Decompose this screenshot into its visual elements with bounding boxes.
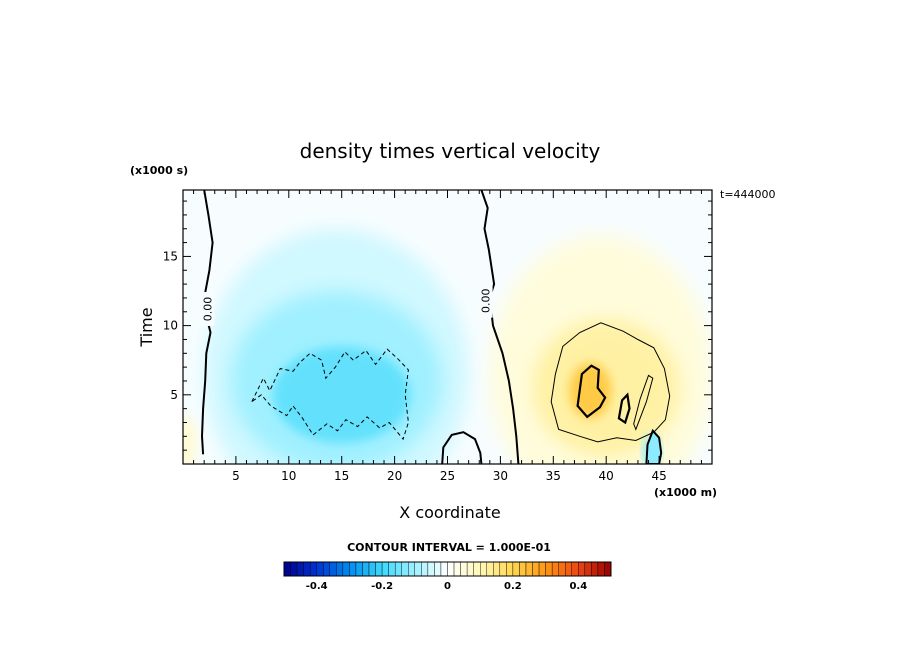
colorbar-cell xyxy=(480,561,487,577)
colorbar-cell xyxy=(440,561,448,577)
y-units-label: (x1000 s) xyxy=(130,164,188,177)
chart-title: density times vertical velocity xyxy=(300,139,601,163)
positive-contour-0.1 xyxy=(550,322,671,443)
colorbar-cell xyxy=(584,561,592,577)
x-tick-label: 45 xyxy=(651,469,666,483)
positive-contour-0.2-strip xyxy=(617,392,631,425)
colorbar-cell xyxy=(381,561,389,577)
colorbar-cell xyxy=(368,561,376,577)
colorbar-cell xyxy=(525,561,533,577)
zero-contour-label: 0.00 xyxy=(201,297,214,322)
colorbar-tick-label: -0.4 xyxy=(306,581,328,592)
colorbar-cell xyxy=(473,561,481,577)
negative-pocket-contour xyxy=(645,428,663,464)
colorbar-cell xyxy=(565,561,572,577)
colorbar-cell xyxy=(329,561,337,577)
colorbar-cell xyxy=(323,561,330,577)
colorbar-cell xyxy=(388,561,396,577)
x-tick-label: 40 xyxy=(599,469,614,483)
colorbar-tick-label: 0.4 xyxy=(569,581,587,592)
field-shading-5 xyxy=(569,362,612,419)
colorbar-cell xyxy=(309,561,317,577)
colorbar-cell xyxy=(460,561,468,577)
x-axis-label: X coordinate xyxy=(399,503,500,522)
colorbar-cell xyxy=(414,561,422,577)
colorbar-tick-label: -0.2 xyxy=(371,581,393,592)
y-tick-label: 5 xyxy=(170,388,178,402)
colorbar-cell xyxy=(538,561,546,577)
colorbar-cell xyxy=(499,561,507,577)
colorbar-cell xyxy=(283,561,291,577)
colorbar-cell xyxy=(551,561,559,577)
colorbar-frame xyxy=(283,561,612,577)
x-tick-label: 35 xyxy=(546,469,561,483)
colorbar-cell xyxy=(604,561,612,577)
field-shading-7 xyxy=(183,415,197,464)
colorbar-cell xyxy=(355,561,363,577)
time-annotation: t=444000 xyxy=(720,188,776,201)
positive-contour-0.1-strip xyxy=(633,374,654,431)
x-tick-label: 15 xyxy=(334,469,349,483)
colorbar-cell xyxy=(532,561,540,577)
colorbar-cell xyxy=(342,561,350,577)
zero-label-bg-1 xyxy=(478,283,493,318)
negative-contour--0.1 xyxy=(251,348,409,441)
colorbar-caption: CONTOUR INTERVAL = 1.000E-01 xyxy=(347,541,551,554)
colorbar-cell xyxy=(316,561,324,577)
x-tick-label: 5 xyxy=(232,469,240,483)
x-tick-label: 10 xyxy=(281,469,296,483)
colorbar-cell xyxy=(408,561,416,577)
x-tick-label: 30 xyxy=(493,469,508,483)
colorbar-cell xyxy=(597,561,605,577)
colorbar-cell xyxy=(545,561,553,577)
colorbar-cell xyxy=(401,561,409,577)
colorbar-cell xyxy=(349,561,357,577)
colorbar-cell xyxy=(578,561,586,577)
zero-contour-label: 0.00 xyxy=(480,288,493,313)
colorbar-cell xyxy=(375,561,383,577)
x-units-label: (x1000 m) xyxy=(654,486,717,499)
colorbar-cell xyxy=(362,561,370,577)
colorbar-cell xyxy=(591,561,599,577)
colorbar-cell xyxy=(394,561,402,577)
positive-contour-0.2-core xyxy=(576,364,607,419)
colorbar-tick-label: 0 xyxy=(444,581,451,592)
colorbar-tick-label: 0.2 xyxy=(504,581,522,592)
colorbar-cell xyxy=(571,561,579,577)
colorbar-cell xyxy=(427,561,435,577)
zero-label-bg-0 xyxy=(200,292,215,327)
colorbar-cell xyxy=(453,561,461,577)
colorbar-cell xyxy=(296,561,304,577)
y-tick-label: 10 xyxy=(163,319,178,333)
colorbar-cell xyxy=(486,561,494,577)
colorbar-cell xyxy=(421,561,429,577)
colorbar-cell xyxy=(493,561,501,577)
x-tick-label: 25 xyxy=(440,469,455,483)
colorbar-cell xyxy=(512,561,520,577)
colorbar-cell xyxy=(506,561,514,577)
plot-area: 0.00 0.00 xyxy=(183,190,712,464)
colorbar-cell xyxy=(434,561,442,577)
x-tick-label: 20 xyxy=(387,469,402,483)
colorbar-cell xyxy=(290,561,298,577)
colorbar-cell xyxy=(447,561,455,577)
colorbar-cell xyxy=(303,561,311,577)
colorbar-cell xyxy=(336,561,344,577)
colorbar-cell xyxy=(558,561,566,577)
colorbar-cell xyxy=(466,561,474,577)
y-tick-label: 15 xyxy=(163,249,178,263)
zero-contour-bottom-arc xyxy=(441,431,483,464)
colorbar-cell xyxy=(519,561,527,577)
field-shading-2 xyxy=(272,346,411,444)
y-axis-label: Time xyxy=(137,307,156,347)
